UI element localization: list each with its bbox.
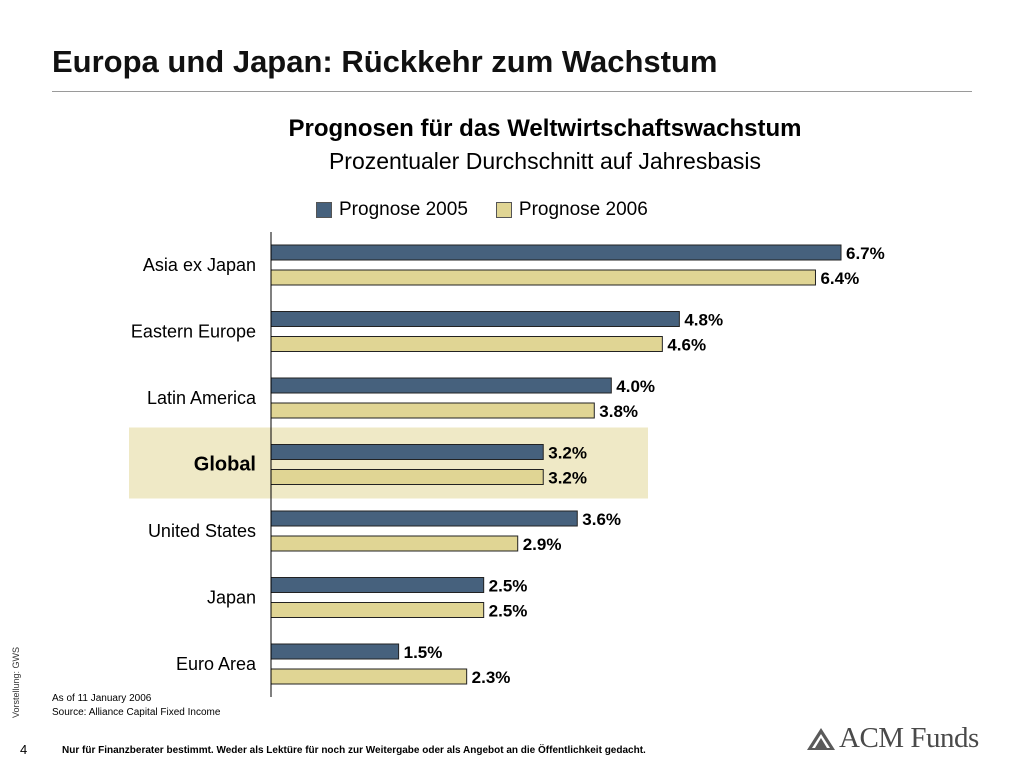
acm-funds-logo: ACM Funds bbox=[806, 724, 979, 753]
bar-2005-united-states bbox=[270, 510, 578, 527]
value-label-2005-eastern-europe: 4.8% bbox=[684, 311, 723, 330]
category-label-japan: Japan bbox=[207, 588, 256, 608]
value-label-2006-latin-america: 3.8% bbox=[599, 402, 638, 421]
bar-2005-eastern-europe bbox=[270, 311, 680, 327]
bar-2006-eastern-europe bbox=[270, 336, 663, 352]
value-label-2005-united-states: 3.6% bbox=[582, 510, 621, 529]
chart-legend: Prognose 2005 Prognose 2006 bbox=[316, 199, 676, 221]
category-label-asia-ex-japan: Asia ex Japan bbox=[143, 255, 256, 275]
title-divider bbox=[52, 91, 972, 92]
value-label-2005-japan: 2.5% bbox=[489, 577, 528, 596]
legend-label-2005: Prognose 2005 bbox=[339, 199, 468, 220]
category-label-united-states: United States bbox=[148, 521, 256, 541]
category-label-global: Global bbox=[194, 454, 256, 476]
bar-2005-japan bbox=[270, 577, 485, 593]
value-label-2006-united-states: 2.9% bbox=[523, 535, 562, 554]
legend-swatch-2005 bbox=[316, 202, 332, 218]
footnote-date: As of 11 January 2006 bbox=[52, 693, 152, 704]
bar-2005-asia-ex-japan bbox=[270, 244, 842, 261]
category-label-latin-america: Latin America bbox=[147, 388, 257, 408]
slide-title: Europa und Japan: Rückkehr zum Wachstum bbox=[52, 44, 718, 79]
disclaimer: Nur für Finanzberater bestimmt. Weder al… bbox=[62, 745, 646, 756]
value-label-2006-japan: 2.5% bbox=[489, 602, 528, 621]
category-label-eastern-europe: Eastern Europe bbox=[131, 322, 256, 342]
legend-item-2006: Prognose 2006 bbox=[495, 199, 648, 221]
value-label-2005-euro-area: 1.5% bbox=[404, 643, 443, 662]
value-label-2005-latin-america: 4.0% bbox=[616, 377, 655, 396]
page-number: 4 bbox=[20, 742, 28, 757]
value-label-2006-global: 3.2% bbox=[548, 469, 587, 488]
bar-2006-euro-area bbox=[270, 668, 468, 685]
bar-2006-japan bbox=[270, 602, 485, 618]
bar-2005-latin-america bbox=[270, 377, 612, 394]
value-label-2006-euro-area: 2.3% bbox=[472, 668, 511, 687]
bar-2006-global bbox=[270, 469, 544, 485]
category-label-euro-area: Euro Area bbox=[176, 654, 257, 674]
acm-logo-icon bbox=[807, 727, 835, 750]
bar-2006-united-states bbox=[270, 535, 519, 552]
legend-label-2006: Prognose 2006 bbox=[518, 199, 648, 220]
bar-2006-latin-america bbox=[270, 402, 595, 419]
chart-subtitle: Prozentualer Durchschnitt auf Jahresbasi… bbox=[328, 148, 762, 174]
legend-swatch-2006 bbox=[495, 202, 512, 218]
value-label-2005-asia-ex-japan: 6.7% bbox=[846, 244, 885, 263]
value-label-2005-global: 3.2% bbox=[548, 444, 587, 463]
highlight-band-global bbox=[129, 427, 648, 499]
legend-item-2005: Prognose 2005 bbox=[316, 199, 468, 221]
chart-title: Prognosen für das Weltwirtschaftswachstu… bbox=[288, 115, 802, 142]
logo-text: ACM Funds bbox=[839, 722, 979, 754]
bar-2005-global bbox=[270, 444, 544, 460]
value-label-2006-eastern-europe: 4.6% bbox=[667, 336, 706, 355]
side-note: Vorstellung: GWS bbox=[11, 646, 21, 718]
bar-2005-euro-area bbox=[270, 643, 400, 660]
footnote-source: Source: Alliance Capital Fixed Income bbox=[52, 707, 221, 718]
bar-2006-asia-ex-japan bbox=[270, 269, 816, 286]
value-label-2006-asia-ex-japan: 6.4% bbox=[820, 269, 859, 288]
